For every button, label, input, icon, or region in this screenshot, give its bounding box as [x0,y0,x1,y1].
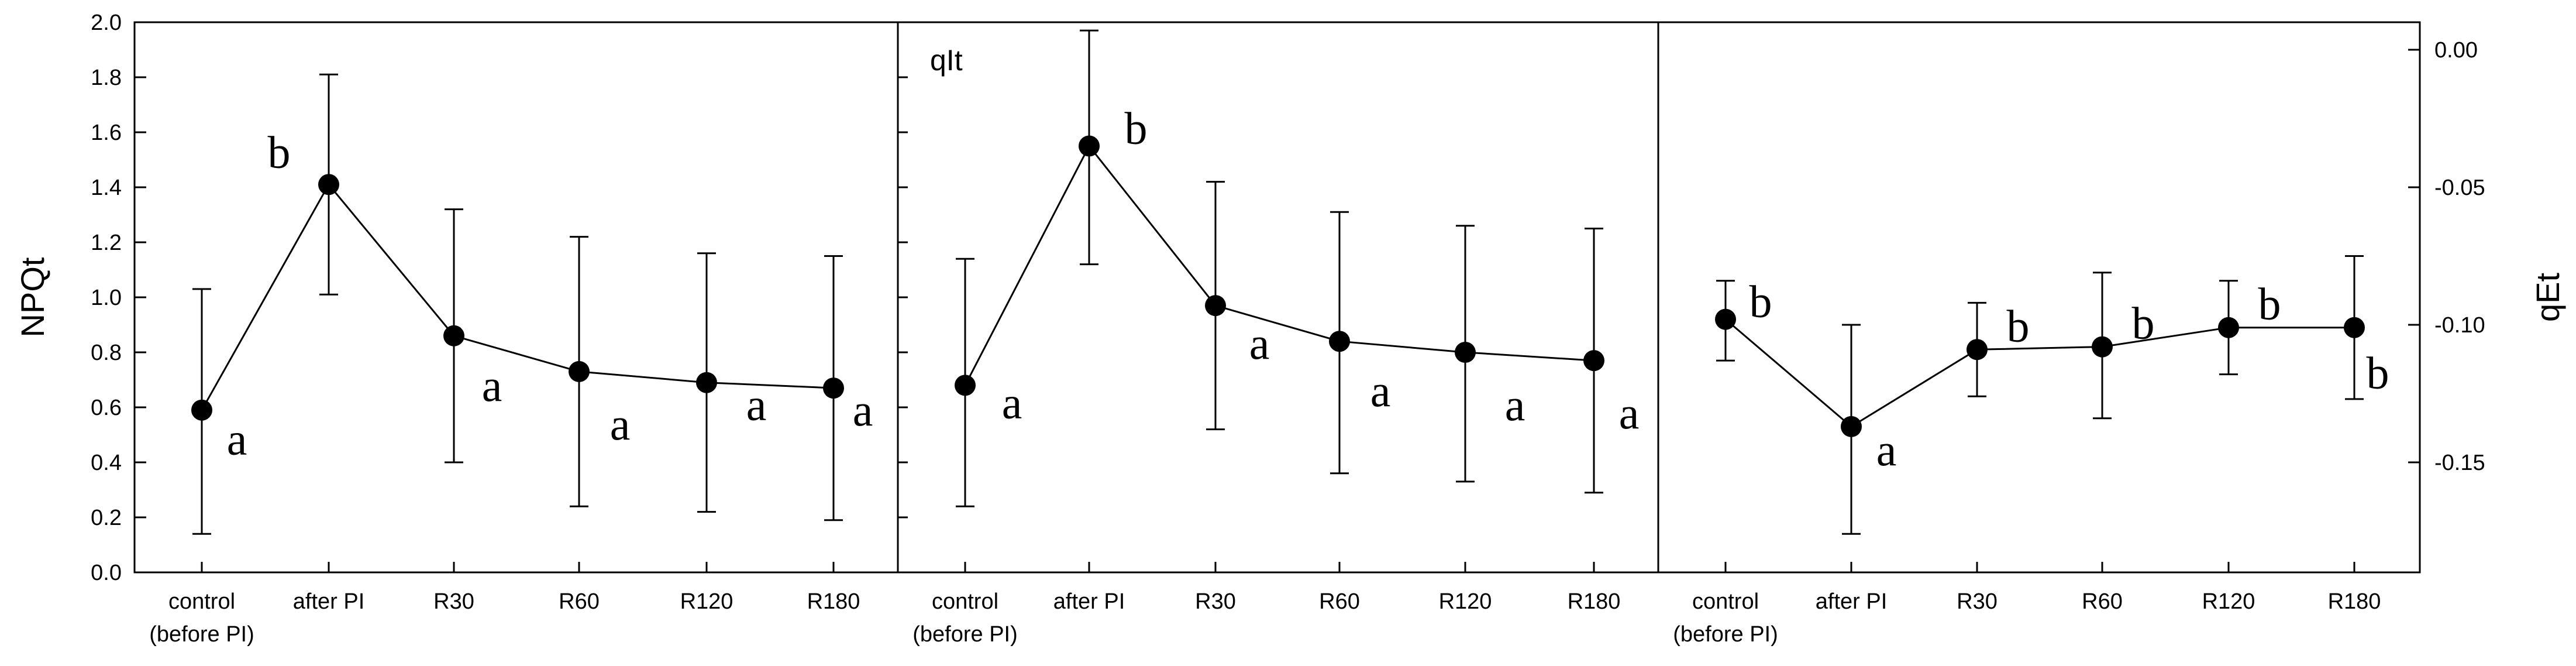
series-line [1725,318,2354,428]
data-point [1329,331,1350,352]
x-tick-label: after PI [293,589,365,614]
x-tick-label: R30 [433,589,474,614]
x-tick-label: control [932,589,998,614]
series-line [964,144,1594,386]
significance-letter: a [853,385,873,435]
axes [135,21,2420,574]
data-point [1455,342,1476,363]
y-tick-label: 0.4 [91,451,122,475]
significance-letter: a [1370,365,1391,416]
x-tick-label: R180 [1568,589,1621,614]
data-point [318,174,339,195]
y-tick-label: -0.10 [2434,313,2485,338]
significance-letter: b [2367,348,2389,399]
data-point [1079,135,1100,157]
significance-letter: a [1619,387,1640,438]
significance-letter: a [610,399,631,449]
data-point [955,375,976,396]
significance-letter: b [268,126,291,177]
x-tick-label: R120 [680,589,733,614]
significance-letter: a [1249,318,1270,369]
y-tick-label: 0.8 [91,341,122,365]
data-point [1841,416,1862,437]
x-tick-label: after PI [1816,589,1888,614]
panel-title: qIt [930,44,963,77]
x-tick-label: R60 [2082,589,2123,614]
significance-letter: a [746,379,767,430]
y-axis-title-left: NPQt [14,257,51,337]
x-tick-label: R60 [559,589,600,614]
y-axis-title-right: qEt [2529,273,2566,322]
y-tick-label: 0.00 [2434,38,2478,63]
significance-letter: a [1505,379,1525,430]
y-tick-label: 0.0 [91,561,122,585]
y-tick-label: -0.15 [2434,451,2485,475]
x-tick-label: (before PI) [149,622,254,647]
text-labels: 0.0 0.2 0.4 0.6 0.8 1.0 1.2 1.4 1.6 1.8 2.0 NPQt 0.0… [14,11,2566,647]
significance-letter: a [1002,377,1022,428]
significance-letter: a [482,360,502,411]
data-point [2218,317,2239,338]
y-tick-label: 2.0 [91,11,122,35]
significance-letter: a [227,414,247,465]
significance-letter: b [1125,103,1148,154]
significance-letter: a [1876,424,1897,475]
x-tick-label: after PI [1053,589,1125,614]
x-tick-label: (before PI) [1673,622,1778,647]
y-tick-label: 1.4 [91,176,122,200]
x-tick-label: control [1692,589,1759,614]
y-tick-label: -0.05 [2434,176,2485,200]
data-point [569,361,590,382]
y-tick-label: 0.6 [91,396,122,420]
y-tick-label: 1.8 [91,66,122,90]
data-point [1967,339,1988,361]
significance-letter: b [2007,300,2030,351]
plot-border [133,21,2421,574]
x-tick-label: R180 [807,589,860,614]
data-marks [191,29,2365,535]
y-tick-label: 1.2 [91,231,122,255]
y-tick-label: 0.2 [91,506,122,530]
x-tick-label: R30 [1195,589,1236,614]
data-point [1583,350,1604,372]
y-tick-label: 1.6 [91,121,122,145]
y-tick-label: 1.0 [91,286,122,310]
x-tick-label: R30 [1957,589,1998,614]
data-point [2344,317,2365,338]
x-tick-label: (before PI) [912,622,1018,647]
significance-letter: b [2132,298,2155,349]
significance-letter: b [2258,279,2281,329]
data-point [823,377,844,399]
data-point [1205,295,1226,317]
data-point [191,399,212,421]
series-line [201,183,834,411]
data-point [696,372,717,393]
x-tick-label: R120 [2202,589,2255,614]
plot-frame [133,21,2421,574]
x-tick-label: control [168,589,235,614]
x-tick-label: R60 [1319,589,1360,614]
significance-letter: b [1750,276,1772,327]
data-point [443,325,464,346]
data-point [1715,308,1736,330]
x-tick-label: R120 [1439,589,1492,614]
data-point [2092,336,2113,358]
x-tick-label: R180 [2328,589,2381,614]
